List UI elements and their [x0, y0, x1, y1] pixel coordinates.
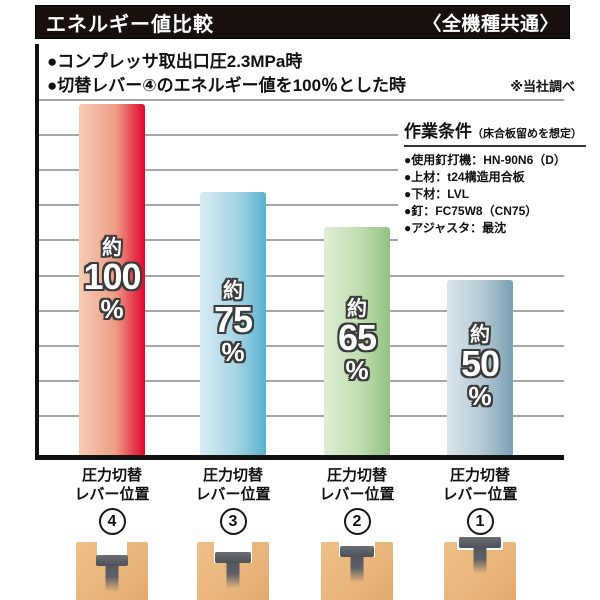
work-conditions-box: 作業条件 （床合板留めを想定） ●使用釘打機：HN-90N6（D） ●上材：t2…: [398, 113, 588, 243]
gridline: [39, 204, 564, 207]
plot-area: [39, 99, 564, 455]
category-label-line2: レバー位置: [319, 486, 395, 503]
nail-depth-illustration-shallow: [321, 542, 393, 600]
nail-depth-illustration-deepest: [76, 542, 148, 600]
x-axis-line: [35, 455, 564, 460]
bar-value-prefix: 約: [470, 324, 490, 347]
category-lever-1: 圧力切替 レバー位置 1: [420, 466, 540, 600]
category-label-line1: 圧力切替: [202, 467, 263, 484]
bar-lever-1: 約 50 %: [447, 279, 513, 455]
nail-head-icon: [340, 546, 374, 557]
nail-depth-illustration-deep: [197, 542, 269, 600]
nail-head-icon: [215, 552, 251, 563]
lever-number-badge: 1: [466, 508, 494, 535]
bar-lever-4: 約 100 %: [79, 104, 145, 455]
bar-value-prefix: 約: [102, 236, 122, 259]
nail-shank-icon: [473, 548, 487, 575]
bar-value-suffix: %: [100, 293, 124, 324]
category-label-line1: 圧力切替: [81, 467, 142, 484]
note-baseline-definition: ●切替レバー④のエネルギー値を100％とした時: [47, 76, 407, 95]
gridline: [39, 99, 564, 101]
bar-value: 100: [83, 255, 141, 297]
divider: [404, 145, 586, 147]
bar-lever-2: 約 65 %: [324, 226, 390, 455]
nail-depth-illustration-flush: [444, 537, 516, 600]
condition-item-top-material: ●上材：t24構造用合板: [404, 170, 525, 184]
y-axis-line: [35, 44, 39, 460]
disclaimer-note: ※当社調べ: [510, 79, 575, 94]
category-lever-3: 圧力切替 レバー位置 3: [173, 466, 293, 600]
bar-value-prefix: 約: [223, 280, 243, 303]
gridline: [39, 169, 564, 172]
gridline: [39, 309, 564, 312]
category-lever-4: 圧力切替 レバー位置 4: [52, 466, 172, 600]
gridline: [39, 274, 564, 277]
nail-shank-icon: [105, 566, 119, 593]
category-lever-2: 圧力切替 レバー位置 2: [297, 466, 417, 600]
condition-item-adjuster: ●アジャスタ：最沈: [404, 221, 507, 235]
bar-value-suffix: %: [345, 354, 369, 385]
category-label-line2: レバー位置: [195, 486, 271, 503]
work-conditions-subtitle: （床合板留めを想定）: [472, 128, 582, 140]
category-label-line2: レバー位置: [74, 486, 150, 503]
condition-item-nailer: ●使用釘打機：HN-90N6（D）: [404, 153, 566, 167]
condition-item-bottom-material: ●下材：LVL: [404, 187, 470, 201]
nail-head-icon: [96, 555, 128, 566]
category-label-line1: 圧力切替: [326, 467, 387, 484]
category-label-line1: 圧力切替: [449, 467, 510, 484]
page-title: エネルギー値比較: [46, 13, 214, 36]
work-conditions-title: 作業条件: [404, 122, 472, 141]
bar-lever-3: 約 75 %: [200, 191, 266, 455]
bar-value: 65: [337, 316, 377, 358]
gridline: [39, 414, 564, 417]
lever-number-badge: 2: [343, 508, 371, 535]
lever-number-badge: 3: [219, 508, 247, 535]
gridline: [39, 344, 564, 347]
bar-value-suffix: %: [221, 337, 245, 368]
condition-item-nail: ●釘：FC75W8（CN75）: [404, 204, 538, 218]
category-label-line2: レバー位置: [442, 486, 518, 503]
nail-head-icon: [459, 537, 501, 548]
nail-shank-icon: [350, 557, 364, 584]
note-compressor-pressure: ●コンプレッサ取出口圧2.3MPa時: [47, 52, 303, 71]
title-bar: エネルギー値比較 〈全機種共通〉: [35, 5, 570, 39]
lever-number-badge: 4: [98, 508, 126, 535]
gridline: [39, 134, 564, 137]
gridline: [39, 239, 564, 242]
bar-value-suffix: %: [468, 381, 492, 412]
gridline: [39, 379, 564, 382]
bar-value: 75: [213, 299, 253, 341]
bar-value: 50: [460, 343, 500, 385]
bar-value-prefix: 約: [347, 297, 367, 320]
model-badge: 〈全機種共通〉: [422, 13, 559, 35]
nail-shank-icon: [226, 563, 240, 590]
